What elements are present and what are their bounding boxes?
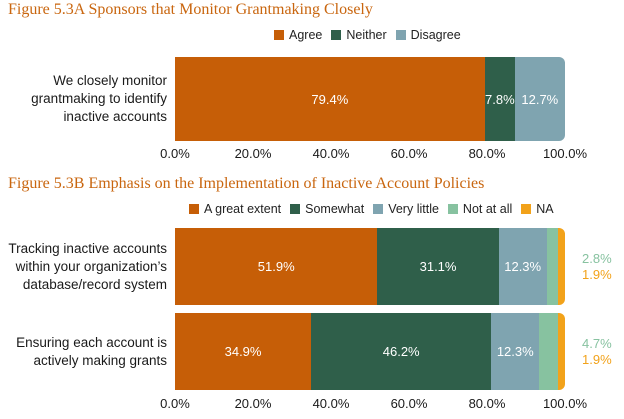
x-tick-label: 20.0% [234, 146, 272, 161]
bar-segment-neither: 7.8% [484, 57, 516, 141]
bar-segment-very-little: 12.3% [491, 313, 540, 390]
category-label: Ensuring each account is actively making … [0, 334, 167, 370]
legend-label: Agree [289, 28, 323, 42]
legend-item-neither: Neither [331, 28, 387, 42]
x-tick-label: 40.0% [312, 146, 350, 161]
legend-swatch [373, 204, 384, 214]
bar-segment-disagree: 12.7% [515, 57, 565, 141]
x-tick-label: 0.0% [160, 146, 190, 161]
legend-label: Somewhat [305, 202, 365, 216]
figure-a-legend: Agree Neither Disagree [274, 28, 470, 42]
data-label: 51.9% [257, 259, 295, 274]
legend-swatch [331, 30, 342, 40]
legend-item-not-at-all: Not at all [447, 202, 513, 216]
category-label: We closely monitor grantmaking to identif… [0, 72, 167, 126]
x-tick-label: 80.0% [468, 146, 506, 161]
data-label: 7.8% [485, 91, 515, 107]
data-label: 12.3% [504, 259, 542, 274]
data-label: 46.2% [382, 344, 420, 359]
bar-segment-not-at-all [546, 228, 558, 305]
legend-item-somewhat: Somewhat [290, 202, 364, 216]
stacked-bar: 51.9% 31.1% 12.3% [175, 228, 565, 305]
bar-segment-a-great-extent: 34.9% [175, 313, 312, 390]
category-label-line: inactive accounts [63, 109, 167, 124]
x-tick-label: 0.0% [160, 396, 190, 411]
figure-b-legend: A great extent Somewhat Very little Not at … [189, 202, 563, 216]
category-label-line: actively making grants [33, 352, 167, 368]
figure-b-title: Figure 5.3B Emphasis on the Implementati… [8, 175, 485, 192]
legend-item-agree: Agree [274, 28, 322, 42]
legend-swatch [274, 30, 284, 40]
bar-segment-somewhat: 46.2% [311, 313, 492, 390]
bar-segment-na [557, 228, 565, 305]
legend-swatch [521, 204, 532, 214]
legend-item-very-little: Very little [373, 202, 439, 216]
legend-label: Neither [346, 28, 387, 42]
category-label-line: database/record system [22, 276, 167, 292]
legend-label: Disagree [410, 28, 461, 42]
bar-segment-a-great-extent: 51.9% [175, 228, 378, 305]
legend-swatch [447, 204, 458, 214]
data-label: 79.4% [311, 91, 349, 107]
x-tick-label: 100.0% [542, 146, 588, 161]
legend-item-a-great-extent: A great extent [189, 202, 281, 216]
data-label-na: 1.9% [582, 351, 612, 367]
legend-label: NA [536, 202, 554, 216]
bar-segment-somewhat: 31.1% [377, 228, 499, 305]
stacked-bar: 34.9% 46.2% 12.3% [175, 313, 565, 390]
legend-label: Very little [388, 202, 439, 216]
x-tick-label: 80.0% [468, 396, 506, 411]
data-label-not-at-all: 4.7% [582, 335, 612, 351]
bar-segment-very-little: 12.3% [498, 228, 547, 305]
x-tick-label: 20.0% [234, 396, 272, 411]
data-label: 31.1% [419, 259, 457, 274]
data-label-na: 1.9% [582, 266, 612, 282]
category-label-line: Tracking inactive accounts [8, 240, 167, 256]
data-label: 12.7% [521, 91, 559, 107]
x-tick-label: 40.0% [312, 396, 350, 411]
category-label-line: grantmaking to identify [31, 91, 167, 106]
category-label-line: within your organization’s [15, 258, 167, 274]
x-tick-label: 60.0% [390, 396, 428, 411]
x-tick-label: 60.0% [390, 146, 428, 161]
legend-swatch [395, 30, 406, 40]
data-label: 34.9% [224, 344, 262, 359]
category-label-line: We closely monitor [53, 73, 167, 88]
figure-a-title: Figure 5.3A Sponsors that Monitor Grantm… [8, 1, 373, 18]
category-label: Tracking inactive accounts within your or… [0, 240, 167, 294]
legend-label: Not at all [462, 202, 513, 216]
legend-item-disagree: Disagree [395, 28, 461, 42]
data-label-not-at-all: 2.8% [582, 250, 612, 266]
bar-segment-not-at-all [539, 313, 558, 390]
x-tick-label: 100.0% [542, 396, 588, 411]
legend-label: A great extent [204, 202, 282, 216]
category-label-line: Ensuring each account is [16, 334, 167, 350]
legend-swatch [189, 204, 199, 214]
legend-item-na: NA [521, 202, 554, 216]
bar-segment-agree: 79.4% [175, 57, 485, 141]
legend-swatch [290, 204, 301, 214]
data-label: 12.3% [496, 344, 534, 359]
stacked-bar: 79.4% 7.8% 12.7% [175, 57, 565, 141]
bar-segment-na [557, 313, 565, 390]
